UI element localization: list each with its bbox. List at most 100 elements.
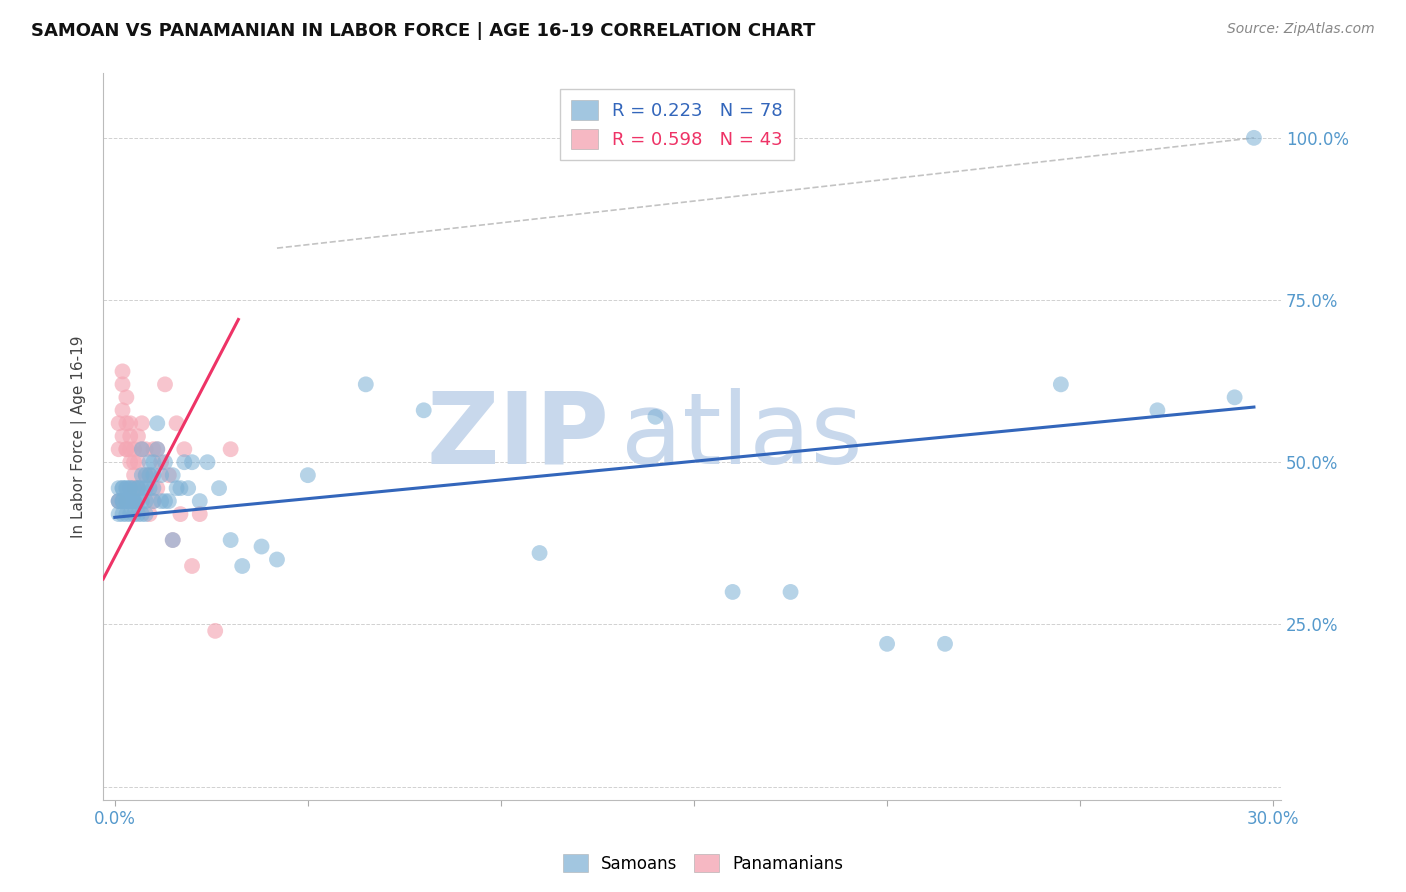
- Point: [115, 442, 138, 457]
- Point: [138, 468, 160, 483]
- Point: [173, 455, 195, 469]
- Legend: Samoans, Panamanians: Samoans, Panamanians: [555, 847, 851, 880]
- Point: [135, 481, 157, 495]
- Point: [131, 417, 153, 431]
- Point: [181, 559, 204, 574]
- Point: [135, 507, 157, 521]
- Point: [219, 533, 242, 547]
- Point: [142, 455, 165, 469]
- Point: [157, 468, 180, 483]
- Point: [127, 455, 149, 469]
- Point: [107, 442, 129, 457]
- Point: [231, 559, 253, 574]
- Point: [297, 468, 319, 483]
- Point: [122, 507, 145, 521]
- Point: [150, 468, 173, 483]
- Point: [115, 494, 138, 508]
- Point: [111, 507, 134, 521]
- Text: SAMOAN VS PANAMANIAN IN LABOR FORCE | AGE 16-19 CORRELATION CHART: SAMOAN VS PANAMANIAN IN LABOR FORCE | AG…: [31, 22, 815, 40]
- Point: [120, 429, 142, 443]
- Point: [120, 481, 142, 495]
- Point: [111, 494, 134, 508]
- Point: [115, 507, 138, 521]
- Point: [876, 637, 898, 651]
- Point: [354, 377, 377, 392]
- Text: ZIP: ZIP: [427, 388, 610, 484]
- Point: [169, 481, 191, 495]
- Point: [120, 417, 142, 431]
- Point: [122, 468, 145, 483]
- Point: [135, 442, 157, 457]
- Point: [250, 540, 273, 554]
- Point: [127, 429, 149, 443]
- Point: [142, 468, 165, 483]
- Point: [150, 494, 173, 508]
- Point: [111, 403, 134, 417]
- Point: [111, 481, 134, 495]
- Point: [208, 481, 231, 495]
- Point: [146, 442, 169, 457]
- Point: [107, 507, 129, 521]
- Point: [115, 390, 138, 404]
- Point: [204, 624, 226, 638]
- Point: [111, 481, 134, 495]
- Point: [177, 481, 200, 495]
- Point: [122, 481, 145, 495]
- Point: [219, 442, 242, 457]
- Y-axis label: In Labor Force | Age 16-19: In Labor Force | Age 16-19: [72, 335, 87, 538]
- Point: [131, 481, 153, 495]
- Point: [1146, 403, 1168, 417]
- Point: [120, 442, 142, 457]
- Point: [142, 442, 165, 457]
- Point: [127, 481, 149, 495]
- Point: [127, 481, 149, 495]
- Point: [131, 468, 153, 483]
- Point: [120, 481, 142, 495]
- Point: [142, 481, 165, 495]
- Point: [138, 481, 160, 495]
- Point: [153, 455, 176, 469]
- Point: [127, 481, 149, 495]
- Point: [142, 494, 165, 508]
- Point: [146, 442, 169, 457]
- Point: [1243, 131, 1265, 145]
- Point: [127, 507, 149, 521]
- Point: [166, 481, 188, 495]
- Point: [146, 417, 169, 431]
- Point: [153, 377, 176, 392]
- Point: [188, 507, 211, 521]
- Point: [111, 364, 134, 378]
- Point: [111, 377, 134, 392]
- Point: [115, 494, 138, 508]
- Point: [131, 442, 153, 457]
- Point: [120, 494, 142, 508]
- Point: [173, 442, 195, 457]
- Point: [529, 546, 551, 560]
- Point: [120, 507, 142, 521]
- Point: [122, 494, 145, 508]
- Point: [142, 494, 165, 508]
- Point: [197, 455, 219, 469]
- Point: [120, 494, 142, 508]
- Point: [1223, 390, 1246, 404]
- Point: [115, 442, 138, 457]
- Point: [107, 494, 129, 508]
- Point: [138, 468, 160, 483]
- Point: [169, 507, 191, 521]
- Point: [131, 442, 153, 457]
- Point: [412, 403, 434, 417]
- Point: [135, 468, 157, 483]
- Point: [107, 494, 129, 508]
- Point: [122, 494, 145, 508]
- Text: Source: ZipAtlas.com: Source: ZipAtlas.com: [1227, 22, 1375, 37]
- Point: [122, 455, 145, 469]
- Point: [107, 494, 129, 508]
- Point: [934, 637, 956, 651]
- Point: [115, 417, 138, 431]
- Point: [107, 481, 129, 495]
- Point: [150, 455, 173, 469]
- Point: [120, 455, 142, 469]
- Point: [135, 468, 157, 483]
- Point: [111, 494, 134, 508]
- Point: [131, 494, 153, 508]
